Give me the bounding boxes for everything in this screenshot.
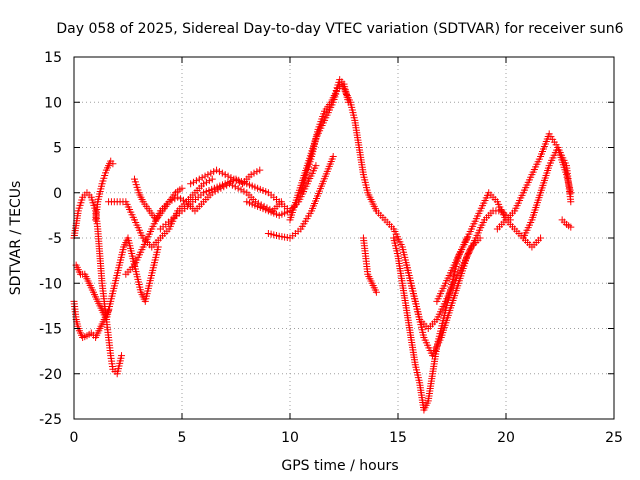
data-point [234, 184, 242, 192]
series-track-4 [92, 157, 117, 224]
y-tick-label: 10 [44, 95, 62, 111]
series-track-3 [72, 234, 162, 323]
data-point [198, 174, 206, 182]
data-point [192, 177, 200, 185]
data-point [224, 172, 232, 180]
data-point [218, 169, 226, 177]
series-track-5 [105, 175, 216, 251]
y-tick-label: 15 [44, 50, 62, 66]
data-point [567, 198, 575, 206]
y-tick-label: -25 [39, 412, 62, 428]
series-track-7 [130, 175, 186, 224]
data-point [178, 184, 186, 192]
data-point [253, 168, 261, 176]
y-tick-label: 5 [53, 141, 62, 157]
data-point [537, 234, 545, 242]
series-track-16 [403, 207, 514, 360]
data-point [177, 195, 185, 203]
y-tick-label: 0 [53, 186, 62, 202]
data-point [231, 183, 239, 191]
series-track-19 [519, 144, 575, 242]
series-track-14 [359, 234, 380, 296]
series-track-9 [187, 166, 264, 188]
data-point [213, 166, 221, 174]
data-point [240, 187, 248, 195]
data-point [372, 288, 380, 296]
x-tick-label: 10 [281, 430, 299, 446]
data-point [179, 196, 187, 204]
data-point [187, 180, 195, 188]
data-point [247, 171, 255, 179]
data-point [201, 172, 209, 180]
data-point [204, 171, 212, 179]
data-point [208, 175, 216, 183]
x-tick-label: 25 [605, 430, 623, 446]
data-point [233, 177, 241, 185]
series-track-11 [264, 153, 337, 242]
data-point [154, 243, 162, 251]
data-point [109, 160, 117, 168]
series-track-17 [433, 189, 545, 305]
y-tick-label: -5 [48, 231, 62, 247]
chart-title: Day 058 of 2025, Sidereal Day-to-day VTE… [56, 21, 623, 37]
data-point [329, 153, 337, 161]
series-track-10 [243, 162, 320, 219]
data-point [207, 169, 215, 177]
y-tick-label: -15 [39, 322, 62, 338]
x-axis-label: GPS time / hours [281, 458, 398, 474]
data-point [256, 166, 264, 174]
data-point [567, 223, 575, 231]
x-tick-label: 0 [70, 430, 79, 446]
ticks-layer: 0 5 10 15 20 25 -25 -20 -15 -10 -5 0 5 10 15 [39, 50, 623, 446]
marks-layer [70, 76, 575, 414]
data-point [202, 178, 210, 186]
data-point [312, 162, 320, 170]
y-axis-label: SDTVAR / TECUs [8, 181, 24, 296]
y-tick-label: -10 [39, 276, 62, 292]
data-point [227, 174, 235, 182]
data-point [344, 98, 352, 106]
data-point [228, 181, 236, 189]
data-point [205, 177, 213, 185]
series-track-20 [558, 216, 575, 231]
x-tick-label: 20 [497, 430, 515, 446]
x-tick-label: 15 [389, 430, 407, 446]
data-point [230, 175, 238, 183]
x-tick-label: 5 [178, 430, 187, 446]
data-point [567, 189, 575, 197]
data-point [118, 352, 126, 360]
data-point [215, 168, 223, 176]
data-point [190, 178, 198, 186]
data-point [200, 180, 208, 188]
series-track-15 [390, 234, 471, 414]
data-point [195, 175, 203, 183]
data-point [250, 169, 258, 177]
y-tick-label: -20 [39, 367, 62, 383]
data-point [237, 186, 245, 194]
data-point [221, 171, 229, 179]
data-point [236, 178, 244, 186]
data-point [463, 234, 471, 242]
series-track-13 [297, 76, 352, 197]
